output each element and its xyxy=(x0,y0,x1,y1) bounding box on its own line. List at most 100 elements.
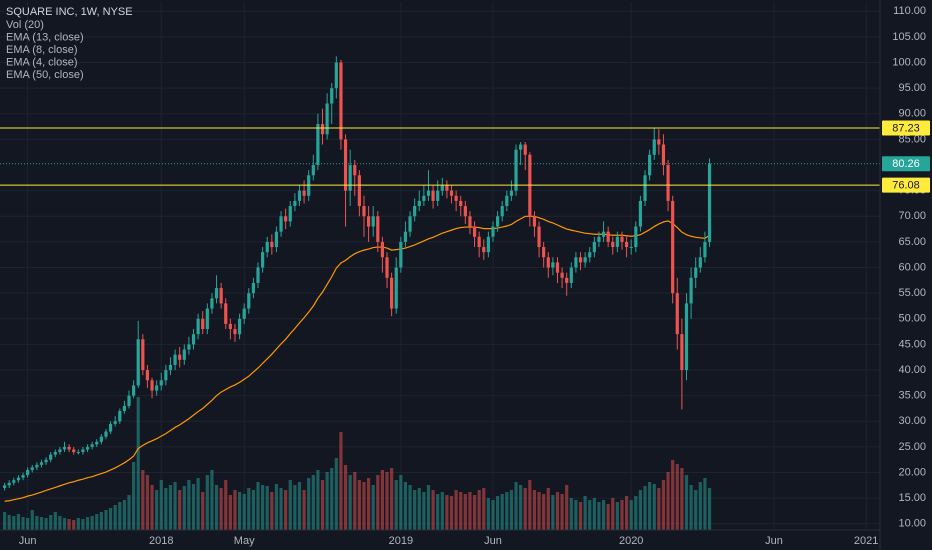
volume-bar xyxy=(634,496,638,530)
candle-body xyxy=(334,62,338,89)
volume-bar xyxy=(90,516,94,530)
volume-bar xyxy=(459,492,463,530)
volume-bar xyxy=(21,517,25,530)
y-tick-label: 25.00 xyxy=(898,441,926,453)
candle-body xyxy=(90,444,94,447)
volume-bar xyxy=(661,480,666,530)
candle-body xyxy=(689,277,693,304)
candle-body xyxy=(366,216,371,227)
candle-body xyxy=(187,344,191,350)
volume-bar xyxy=(191,484,196,530)
y-tick-label: 40.00 xyxy=(898,364,926,376)
volume-bar xyxy=(565,485,569,530)
candle-body xyxy=(201,318,205,330)
y-tick-label: 100.00 xyxy=(892,56,926,68)
volume-bar xyxy=(390,468,394,530)
volume-bar xyxy=(173,482,177,530)
candle-body xyxy=(30,467,34,470)
volume-bar xyxy=(615,502,619,530)
candle-body xyxy=(399,241,403,268)
candle-body xyxy=(583,257,587,263)
volume-bar xyxy=(574,500,578,530)
volume-bar xyxy=(537,492,541,530)
candle-body xyxy=(247,293,251,309)
volume-bar xyxy=(334,458,338,530)
candle-body xyxy=(155,385,159,391)
volume-bar xyxy=(159,480,163,530)
candle-body xyxy=(436,190,440,201)
candle-body xyxy=(523,144,527,155)
volume-bar xyxy=(205,475,209,530)
candle-body xyxy=(569,267,573,283)
candle-body xyxy=(371,216,375,227)
volume-bar xyxy=(155,490,159,530)
volume-bar xyxy=(440,492,444,530)
volume-bar xyxy=(588,500,592,530)
candle-body xyxy=(173,354,177,365)
candle-body xyxy=(615,236,619,248)
volume-bar xyxy=(339,432,343,530)
candle-body xyxy=(49,454,53,460)
candle-body xyxy=(164,370,168,381)
candle-body xyxy=(422,195,426,201)
volume-bar xyxy=(426,485,431,530)
candle-body xyxy=(320,124,325,135)
volume-bar xyxy=(307,478,311,530)
candle-body xyxy=(7,482,11,486)
volume-bar xyxy=(707,488,712,530)
volume-bar xyxy=(532,490,537,530)
y-tick-label: 70.00 xyxy=(898,210,926,222)
candle-body xyxy=(657,139,661,145)
volume-bar xyxy=(408,485,412,530)
volume-bar xyxy=(270,492,274,530)
candle-body xyxy=(703,241,707,258)
chart-title: SQUARE INC, 1W, NYSE xyxy=(6,6,133,18)
volume-bar xyxy=(399,475,403,530)
volume-bar xyxy=(648,482,652,530)
candle-body xyxy=(279,216,283,232)
volume-bar xyxy=(519,485,523,530)
candle-body xyxy=(560,272,564,278)
volume-bar xyxy=(302,490,306,530)
candle-body xyxy=(532,216,537,227)
volume-bar xyxy=(477,490,481,530)
candle-body xyxy=(426,190,431,196)
candle-body xyxy=(376,216,380,242)
candle-body xyxy=(12,480,16,483)
candle-body xyxy=(311,165,315,176)
volume-bar xyxy=(624,496,629,530)
volume-bar xyxy=(35,516,39,530)
volume-bar xyxy=(7,515,11,530)
volume-bar xyxy=(256,482,260,530)
candle-body xyxy=(551,262,555,268)
y-tick-label: 55.00 xyxy=(898,287,926,299)
volume-bar xyxy=(247,488,251,530)
volume-bar xyxy=(431,490,435,530)
candle-body xyxy=(44,459,48,463)
candle-body xyxy=(495,216,500,227)
y-tick-label: 85.00 xyxy=(898,133,926,145)
candle-body xyxy=(136,339,140,386)
candle-body xyxy=(191,334,196,345)
y-tick-label: 10.00 xyxy=(898,518,926,530)
candle-body xyxy=(666,165,670,201)
legend-entry: EMA (50, close) xyxy=(6,69,84,81)
candle-body xyxy=(205,308,209,330)
candle-body xyxy=(403,231,408,242)
candle-body xyxy=(445,185,449,191)
candle-body xyxy=(652,139,656,155)
y-tick-label: 65.00 xyxy=(898,236,926,248)
candle-body xyxy=(104,431,108,437)
volume-bar xyxy=(168,485,173,530)
x-tick-label: 2021 xyxy=(854,535,878,547)
candle-body xyxy=(537,226,541,248)
candle-body xyxy=(555,262,560,273)
volume-bar xyxy=(136,397,140,530)
volume-bar xyxy=(675,464,679,530)
candle-body xyxy=(694,267,698,278)
volume-bar xyxy=(376,475,380,530)
volume-bar xyxy=(611,498,615,530)
volume-bar xyxy=(652,484,656,530)
candle-body xyxy=(113,421,117,424)
